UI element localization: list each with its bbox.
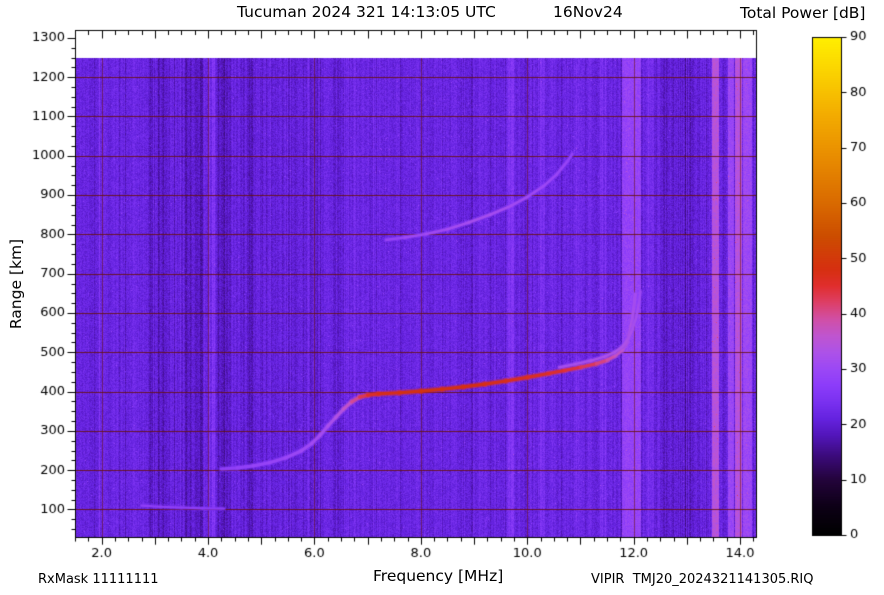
data-file-label: VIPIR TMJ20_2024321141305.RIQ xyxy=(591,572,814,587)
rx-mask-label: RxMask 11111111 xyxy=(38,572,159,587)
plot-date-label: 16Nov24 xyxy=(553,3,623,21)
y-axis-label: Range [km] xyxy=(7,238,25,330)
colorbar-title: Total Power [dB] xyxy=(740,4,866,22)
x-axis-label: Frequency [MHz] xyxy=(373,567,504,585)
plot-title: Tucuman 2024 321 14:13:05 UTC xyxy=(237,3,496,21)
